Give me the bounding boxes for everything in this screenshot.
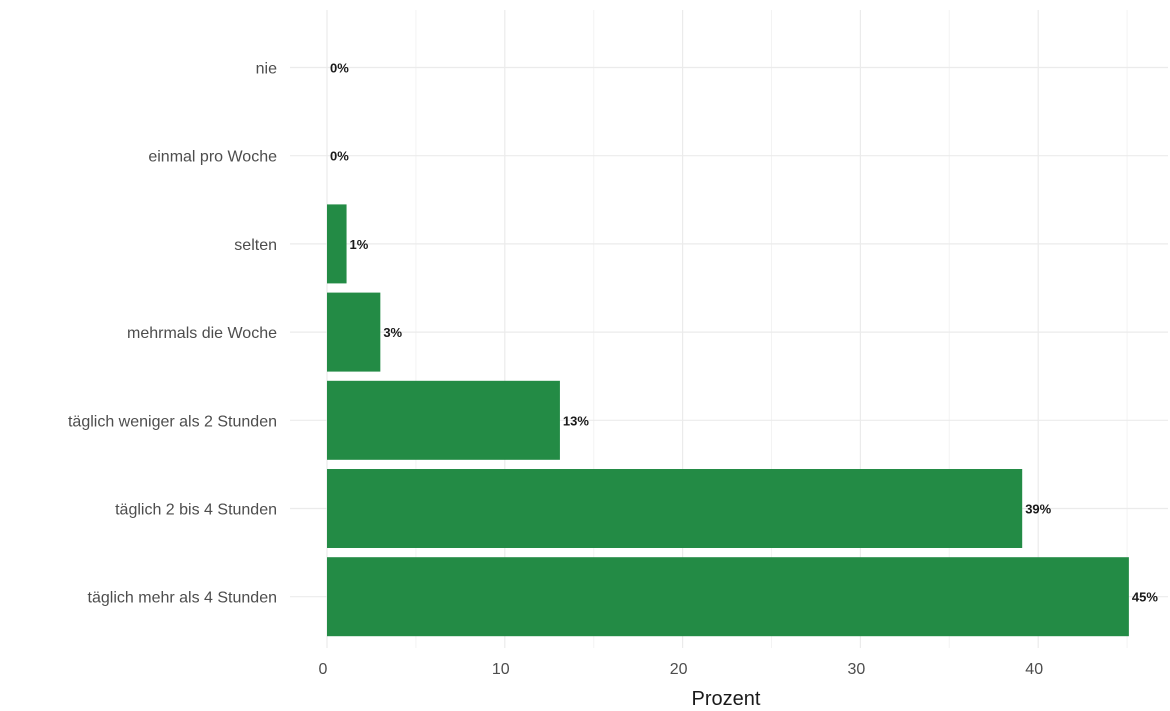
bar [327, 380, 560, 460]
category-label: mehrmals die Woche [127, 325, 277, 342]
x-tick-label: 10 [492, 661, 510, 678]
data-labels: 0% 0% 1% 3% 13% 39% 45% [330, 61, 1158, 605]
x-tick-label: 40 [1025, 661, 1043, 678]
category-label: täglich mehr als 4 Stunden [88, 590, 277, 607]
bar [327, 557, 1129, 637]
category-label: nie [256, 61, 277, 78]
data-label: 0% [330, 61, 349, 76]
data-label: 3% [383, 325, 402, 340]
grid [290, 10, 1168, 648]
data-label: 1% [350, 237, 369, 252]
data-label: 45% [1132, 590, 1158, 605]
bar [327, 204, 347, 284]
x-tick-label: 30 [848, 661, 866, 678]
bar [327, 469, 1023, 548]
y-axis-labels: nie einmal pro Woche selten mehrmals die Wo… [68, 61, 277, 607]
data-label: 13% [563, 413, 589, 428]
category-label: einmal pro Woche [148, 149, 277, 166]
data-label: 39% [1025, 502, 1051, 517]
bars [327, 204, 1129, 637]
bar [327, 292, 381, 372]
category-label: selten [234, 237, 277, 254]
category-label: täglich weniger als 2 Stunden [68, 413, 277, 430]
x-axis-title: Prozent [692, 688, 761, 710]
x-axis-ticks: 0 10 20 30 40 [319, 661, 1044, 678]
category-label: täglich 2 bis 4 Stunden [115, 502, 277, 519]
x-tick-label: 20 [670, 661, 688, 678]
data-label: 0% [330, 149, 349, 164]
x-tick-label: 0 [319, 661, 328, 678]
